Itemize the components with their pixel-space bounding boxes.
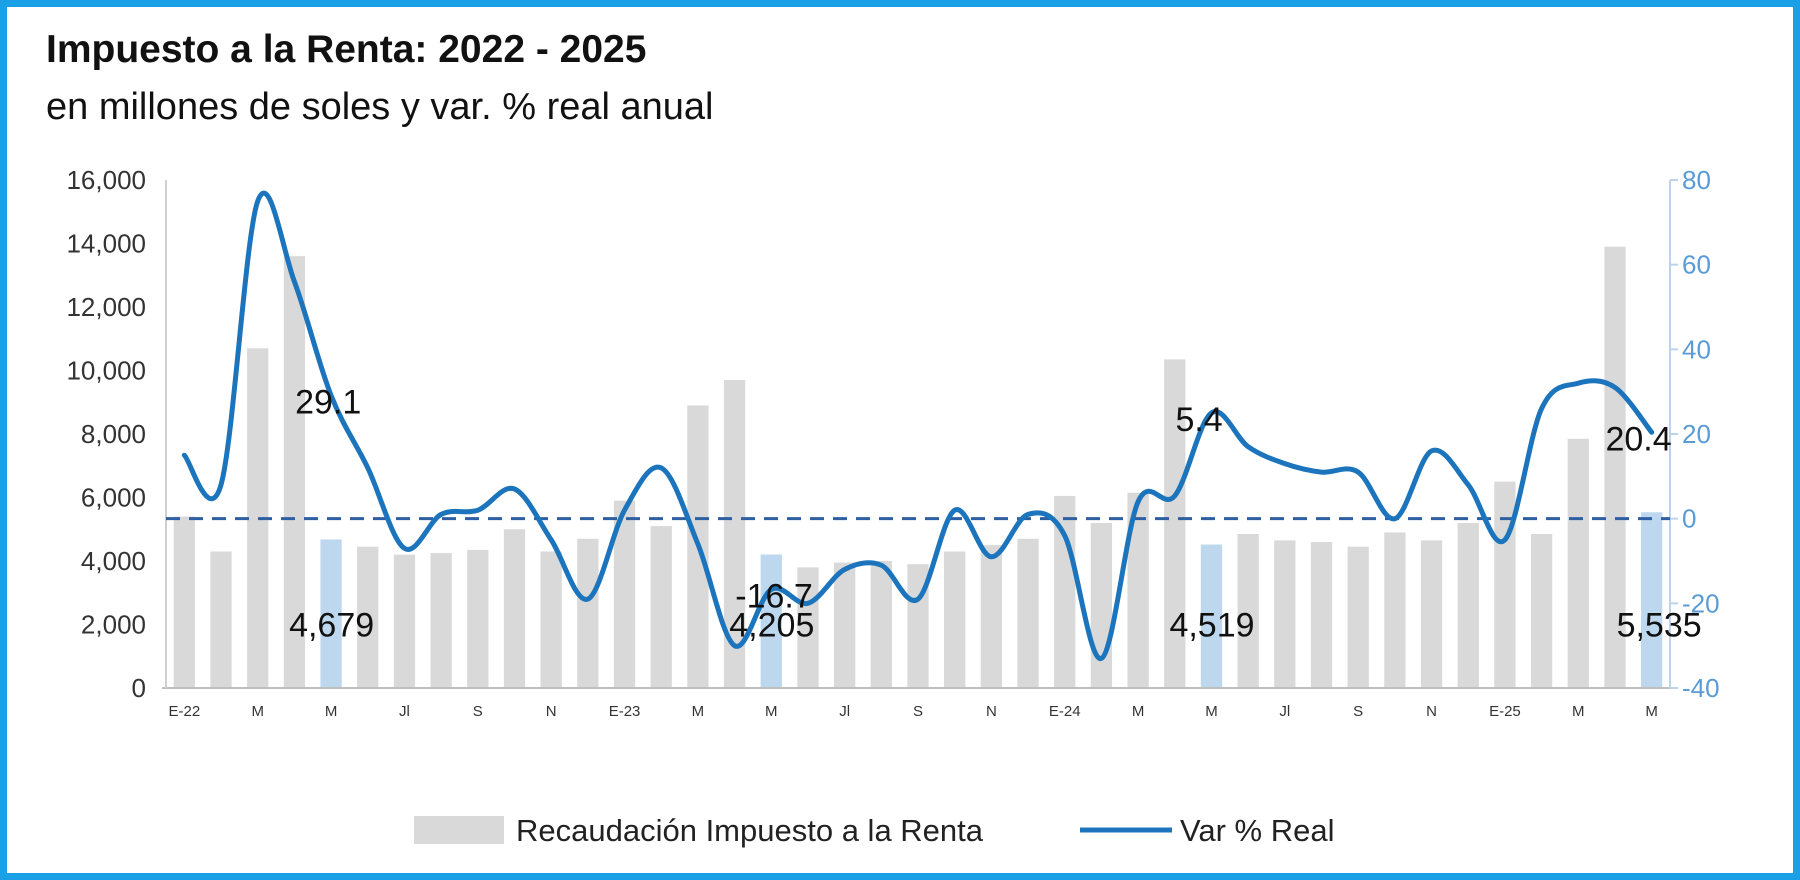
bar: [467, 549, 489, 688]
bar: [1164, 359, 1186, 688]
x-tick-label: E-22: [168, 703, 200, 720]
x-tick-label: M: [1572, 703, 1585, 720]
var-real-data-label: -16.7: [735, 577, 813, 615]
x-tick-label: M: [1205, 703, 1218, 720]
bar: [980, 545, 1003, 688]
left-y-tick-label: 2,000: [81, 610, 146, 640]
bar: [650, 526, 672, 688]
bar: [430, 553, 452, 688]
bar: [540, 551, 562, 688]
left-y-tick-label: 6,000: [81, 483, 146, 513]
bar: [1604, 246, 1626, 689]
var-real-data-label: 20.4: [1605, 420, 1671, 458]
chart-subtitle: en millones de soles y var. % real anual: [46, 86, 714, 128]
bar: [1127, 492, 1149, 688]
left-y-tick-label: 8,000: [81, 419, 146, 449]
bar: [1494, 481, 1516, 688]
bar-data-label: 4,205: [729, 607, 814, 645]
bar: [1457, 522, 1479, 688]
x-tick-label: S: [473, 703, 483, 720]
bar-data-label: 4,519: [1169, 607, 1254, 645]
right-y-tick-label: -40: [1682, 673, 1720, 703]
right-y-tick-label: -20: [1682, 588, 1720, 618]
bar: [1567, 438, 1589, 688]
var-real-data-label: 5.4: [1175, 401, 1222, 439]
bar-data-label: 5,535: [1617, 607, 1702, 645]
right-y-tick-label: 40: [1682, 334, 1711, 364]
x-tick-label: M: [251, 703, 264, 720]
bar: [173, 516, 195, 688]
bar: [1200, 544, 1223, 688]
bar: [1384, 532, 1406, 688]
var-real-data-label: 29.1: [295, 383, 361, 421]
bar: [1641, 512, 1663, 688]
line-series: [181, 190, 1655, 661]
bar: [833, 562, 856, 688]
bar: [320, 539, 342, 688]
legend: Recaudación Impuesto a la Renta Var % Rea…: [414, 813, 1335, 848]
right-y-tick-label: 0: [1682, 504, 1696, 534]
left-y-tick-label: 0: [132, 673, 146, 703]
x-tick-label: M: [1132, 703, 1145, 720]
x-tick-label: Jl: [839, 703, 850, 720]
bar: [1274, 540, 1296, 688]
left-y-tick-label: 12,000: [66, 292, 146, 322]
bar: [210, 551, 232, 688]
bar: [1530, 534, 1553, 688]
bar-series: [173, 246, 1663, 689]
legend-bar-label: Recaudación Impuesto a la Renta: [516, 813, 984, 848]
var-real-line: [181, 190, 1655, 661]
right-y-tick-label: 60: [1682, 250, 1711, 280]
axes: 0 2,000 4,000 6,000 8,000 10,000 12,000 14,000 1…: [66, 165, 1719, 720]
bar: [723, 380, 746, 688]
x-tick-label: S: [1353, 703, 1363, 720]
left-y-tick-label: 10,000: [66, 356, 146, 386]
x-tick-label: E-23: [609, 703, 641, 720]
right-y-tick-label: 20: [1682, 419, 1711, 449]
bar: [1310, 541, 1333, 688]
x-tick-label: Jl: [1279, 703, 1290, 720]
legend-line-label: Var % Real: [1180, 813, 1335, 848]
bar: [503, 529, 526, 688]
x-tick-label: N: [986, 703, 997, 720]
x-tick-label: E-24: [1049, 703, 1081, 720]
bar: [1090, 522, 1113, 688]
x-tick-label: Jl: [399, 703, 410, 720]
x-tick-label: M: [1645, 703, 1658, 720]
bar: [1017, 538, 1039, 688]
x-tick-label: N: [546, 703, 557, 720]
left-y-tick-label: 14,000: [66, 229, 146, 259]
bar: [283, 256, 306, 688]
bar: [1347, 546, 1369, 688]
x-tick-label: S: [913, 703, 923, 720]
bar: [944, 551, 966, 688]
legend-bar-swatch: [414, 816, 504, 844]
x-tick-label: E-25: [1489, 703, 1521, 720]
bar: [1237, 534, 1259, 688]
bar: [393, 554, 416, 688]
right-y-tick-label: 80: [1682, 165, 1711, 195]
left-y-tick-label: 4,000: [81, 546, 146, 576]
left-y-tick-label: 16,000: [66, 165, 146, 195]
bar: [1420, 540, 1443, 688]
x-tick-label: N: [1426, 703, 1437, 720]
chart-title: Impuesto a la Renta: 2022 - 2025: [46, 28, 647, 71]
bar: [870, 561, 892, 688]
x-tick-label: M: [325, 703, 338, 720]
x-tick-label: M: [692, 703, 705, 720]
x-tick-label: M: [765, 703, 778, 720]
data-labels: 29.1 4,679 -16.74,205 5.4 4,519 20.4 5,535: [289, 383, 1702, 644]
bar: [247, 348, 269, 688]
bar: [577, 538, 599, 688]
bar-data-label: 4,679: [289, 607, 374, 645]
bar: [357, 546, 379, 688]
bar: [613, 500, 636, 688]
